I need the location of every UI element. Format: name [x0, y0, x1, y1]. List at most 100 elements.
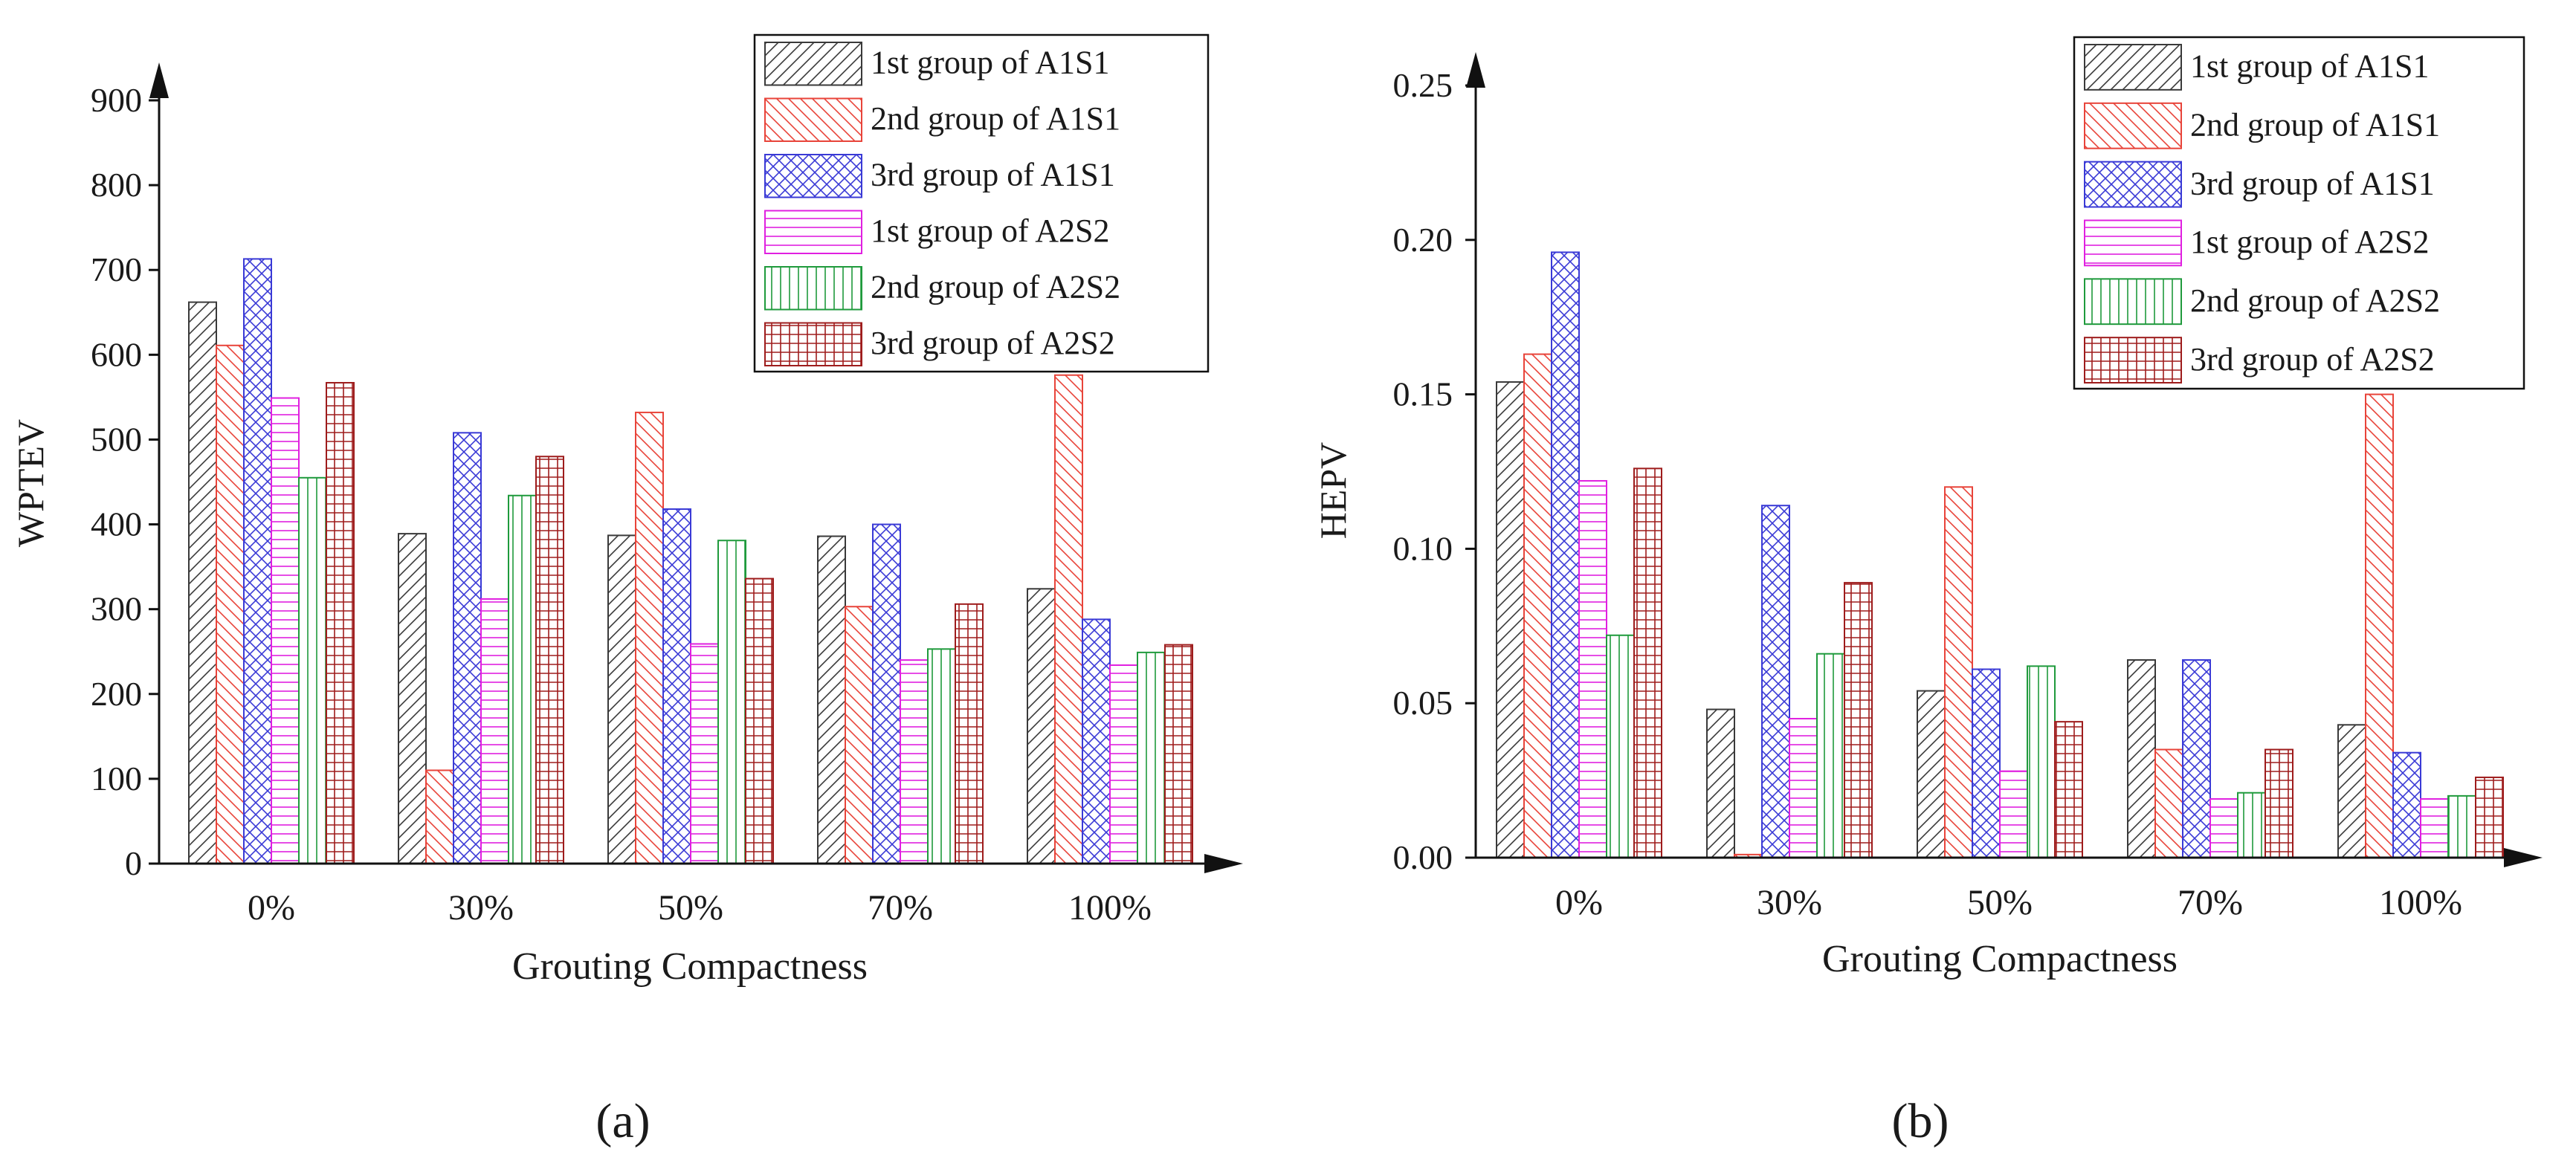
y-tick-label: 0.05: [1393, 684, 1453, 722]
legend-swatch: [764, 210, 862, 254]
bar: [635, 411, 664, 864]
bar: [1109, 664, 1138, 864]
x-tick-label: 50%: [658, 888, 723, 928]
y-tick-label: 0: [125, 844, 142, 882]
y-tick-label: 600: [91, 335, 142, 373]
bar: [216, 344, 245, 864]
y-tick-label: 700: [91, 250, 142, 288]
bar: [508, 494, 537, 864]
bar: [1496, 381, 1525, 858]
bar: [2475, 776, 2504, 858]
bar: [2337, 724, 2366, 858]
panel-label: (b): [1892, 1094, 1949, 1148]
bar: [845, 606, 874, 864]
y-tick-label: 900: [91, 81, 142, 119]
bar: [2237, 792, 2266, 858]
bar: [2392, 751, 2421, 858]
x-tick-label: 0%: [1555, 883, 1603, 922]
legend-swatch: [764, 42, 862, 86]
bar: [1551, 251, 1580, 858]
bars-group: [1496, 251, 2504, 859]
bar: [817, 535, 846, 865]
x-tick-label: 100%: [2379, 883, 2462, 922]
bar: [1761, 505, 1790, 858]
legend-swatch: [764, 266, 862, 311]
legend-label: 3rd group of A2S2: [871, 325, 1115, 361]
bar: [2127, 659, 2156, 858]
bars-group: [188, 258, 1193, 865]
bar: [1054, 374, 1083, 865]
legend-label: 1st group of A1S1: [2190, 48, 2429, 85]
bar: [900, 659, 929, 865]
y-axis-label: HEPV: [1312, 442, 1354, 540]
bar: [2027, 665, 2056, 858]
bar: [872, 523, 901, 864]
y-tick-label: 0.10: [1393, 529, 1453, 567]
y-tick-label: 100: [91, 760, 142, 797]
bar: [1633, 467, 1662, 858]
x-axis-label: Grouting Compactness: [1822, 938, 2178, 980]
bar: [1137, 651, 1166, 864]
legend-label: 3rd group of A1S1: [2190, 165, 2435, 201]
x-tick-label: 30%: [1757, 883, 1822, 922]
legend-label: 3rd group of A2S2: [2190, 341, 2435, 378]
bar: [1944, 486, 1973, 859]
bar: [927, 648, 956, 864]
bar: [398, 533, 427, 864]
legend-label: 1st group of A2S2: [871, 213, 1109, 249]
bar: [2447, 794, 2476, 859]
x-tick-label: 70%: [868, 888, 933, 928]
bar: [271, 397, 300, 864]
legend-label: 2nd group of A2S2: [871, 268, 1120, 305]
bar: [243, 258, 272, 865]
bar: [662, 508, 691, 864]
y-axis-arrow: [1466, 52, 1485, 88]
legend-swatch: [2084, 219, 2182, 267]
legend-swatch: [2084, 102, 2182, 149]
bar: [607, 534, 636, 864]
bar: [745, 577, 774, 864]
bar: [1164, 644, 1193, 864]
x-axis-arrow: [1204, 854, 1243, 873]
bar: [298, 476, 327, 864]
y-tick-label: 0.15: [1393, 375, 1453, 413]
bar: [2420, 798, 2449, 859]
legend-swatch: [2084, 337, 2182, 383]
bar: [1523, 353, 1552, 858]
bar: [2265, 748, 2293, 858]
bar: [2154, 748, 2183, 858]
legend-swatch: [2084, 278, 2182, 326]
y-tick-label: 0.25: [1393, 66, 1453, 104]
bar: [188, 301, 217, 864]
bar: [1844, 582, 1873, 859]
bar: [1606, 634, 1635, 858]
x-axis-arrow: [2504, 848, 2543, 867]
bar: [2182, 659, 2211, 858]
legend: 1st group of A1S1 2nd group of A1S1 3rd gr…: [2073, 36, 2525, 390]
legend-label: 2nd group of A1S1: [2190, 106, 2440, 143]
legend-label: 1st group of A2S2: [2190, 224, 2429, 260]
bar: [326, 381, 355, 864]
bar: [2365, 393, 2394, 858]
bar: [1999, 770, 2028, 858]
bar: [2209, 798, 2238, 859]
bar: [2054, 721, 2083, 858]
x-axis-ticks: 0% 30% 50% 70% 100%: [248, 888, 1152, 928]
bar: [1972, 668, 2001, 859]
y-tick-label: 800: [91, 166, 142, 204]
y-axis-ticks: 0 100 200 300 400 500 600 700 800 900: [91, 81, 159, 882]
y-tick-label: 500: [91, 420, 142, 458]
legend-label: 3rd group of A1S1: [871, 156, 1115, 192]
chart-panel-a: 0 100 200 300 400 500 600 700 800 900 0% 30% 50% 70%…: [10, 33, 1243, 1148]
x-tick-label: 100%: [1068, 888, 1152, 928]
bar: [1578, 479, 1607, 859]
bar: [717, 540, 746, 865]
legend-box: [2073, 36, 2525, 390]
y-tick-label: 0.20: [1393, 221, 1453, 259]
bar: [1082, 618, 1111, 864]
bar: [425, 769, 454, 865]
legend-label: 2nd group of A1S1: [871, 100, 1120, 137]
legend-swatch: [764, 322, 862, 366]
bar: [453, 432, 482, 864]
y-axis-label: WPTEV: [10, 419, 51, 547]
